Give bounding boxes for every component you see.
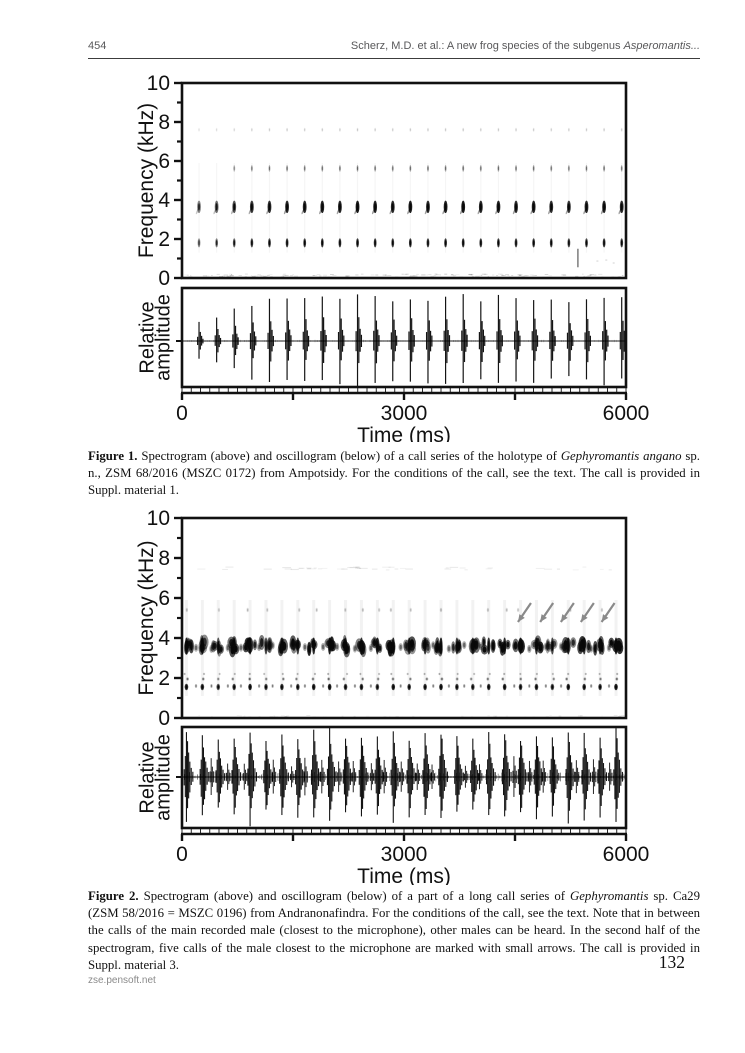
page-number: 132 [658, 952, 685, 972]
running-title: Scherz, M.D. et al.: A new frog species … [350, 40, 700, 52]
journal-url-link[interactable]: zse.pensoft.net [88, 975, 156, 986]
figure-2-spectrogram-oscillogram-image [130, 505, 650, 885]
figure-2-caption: Figure 2. Spectrogram (above) and oscill… [88, 889, 700, 972]
header-page-number: 454 [88, 40, 107, 52]
figure-1-caption: Figure 1. Spectrogram (above) and oscill… [88, 449, 700, 498]
figure-1-spectrogram-oscillogram-image [130, 70, 650, 442]
header-rule [88, 58, 700, 59]
